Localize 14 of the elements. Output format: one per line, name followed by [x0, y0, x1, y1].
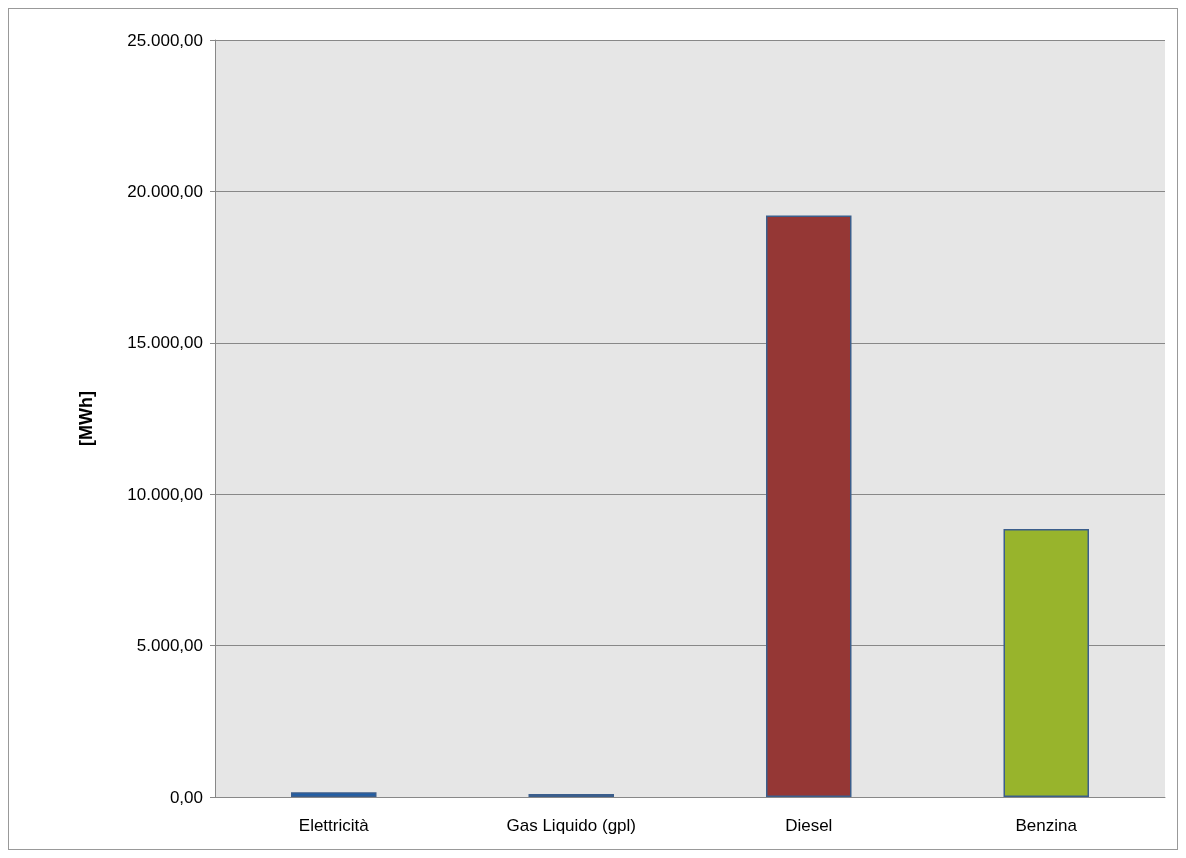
- y-tick-label: 10.000,00: [127, 484, 203, 504]
- x-tick-label: Diesel: [785, 816, 833, 835]
- bar: [1003, 529, 1089, 797]
- x-tick-label: Gas Liquido (gpl): [506, 816, 636, 835]
- y-tick-label: 5.000,00: [136, 636, 203, 656]
- x-tick-label: Elettricità: [298, 816, 370, 835]
- x-tick-label: Benzina: [1015, 816, 1078, 835]
- y-axis-title: [MWh]: [76, 391, 96, 446]
- y-tick-label: 20.000,00: [127, 181, 203, 201]
- bar: [766, 215, 852, 797]
- y-tick-label: 15.000,00: [127, 333, 203, 353]
- bar: [291, 792, 377, 797]
- y-tick-label: 25.000,00: [127, 30, 203, 50]
- y-tick-label: 0,00: [169, 787, 203, 807]
